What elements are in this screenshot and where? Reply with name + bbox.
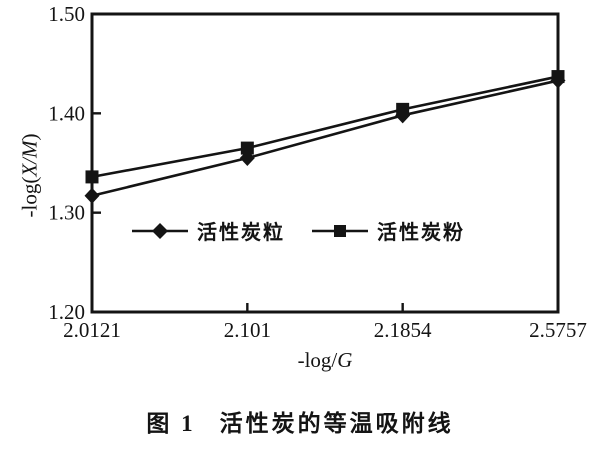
data-point-square <box>240 141 254 155</box>
figure-number: 图 1 <box>146 411 196 436</box>
y-axis-title-pre: -log( <box>17 176 42 218</box>
x-axis-title-var: G <box>337 348 353 372</box>
series-line-square <box>91 75 559 179</box>
x-axis-title-pre: -log/ <box>297 348 338 372</box>
square-marker-icon <box>312 224 368 237</box>
data-point-diamond <box>84 187 100 204</box>
chart: 1.20 1.30 1.40 1.50 2.0121 2.101 2.1854 2.5757 … <box>18 2 587 373</box>
y-axis-title-var: X/M <box>17 140 42 177</box>
data-point-square <box>551 70 565 84</box>
y-axis-title-post: ) <box>17 133 42 141</box>
legend-label-granular-carbon: 活性炭粒 <box>197 222 285 244</box>
legend-label-powder-carbon: 活性炭粉 <box>377 222 465 244</box>
caption-text: 活性炭的等温吸附线 <box>219 411 454 436</box>
legend: 活性炭粒 活性炭粉 <box>131 216 465 245</box>
legend-item-granular-carbon: 活性炭粒 <box>131 216 285 245</box>
x-tick-label: 2.1854 <box>374 318 432 342</box>
legend-item-powder-carbon: 活性炭粉 <box>311 216 465 245</box>
x-tick-label: 2.101 <box>224 318 271 342</box>
chart-svg: 1.20 1.30 1.40 1.50 2.0121 2.101 2.1854 2.5757 <box>48 2 587 342</box>
x-tick-label: 2.0121 <box>63 318 121 342</box>
data-point-square <box>396 102 410 116</box>
x-tick-label: 2.5757 <box>529 318 587 342</box>
x-axis-title: -log/G <box>92 348 558 373</box>
diamond-marker-icon <box>132 222 188 239</box>
plot-frame <box>90 12 560 314</box>
y-tick-label: 1.40 <box>48 101 85 125</box>
y-tick-label: 1.30 <box>48 201 85 225</box>
y-tick-label: 1.20 <box>48 300 85 324</box>
series-line-diamond <box>91 79 559 198</box>
data-point-square <box>85 170 99 184</box>
y-axis-title: -log(X/M) <box>18 98 43 254</box>
y-tick-label: 1.50 <box>48 2 85 26</box>
figure-caption: 图 1 活性炭的等温吸附线 <box>0 404 600 438</box>
